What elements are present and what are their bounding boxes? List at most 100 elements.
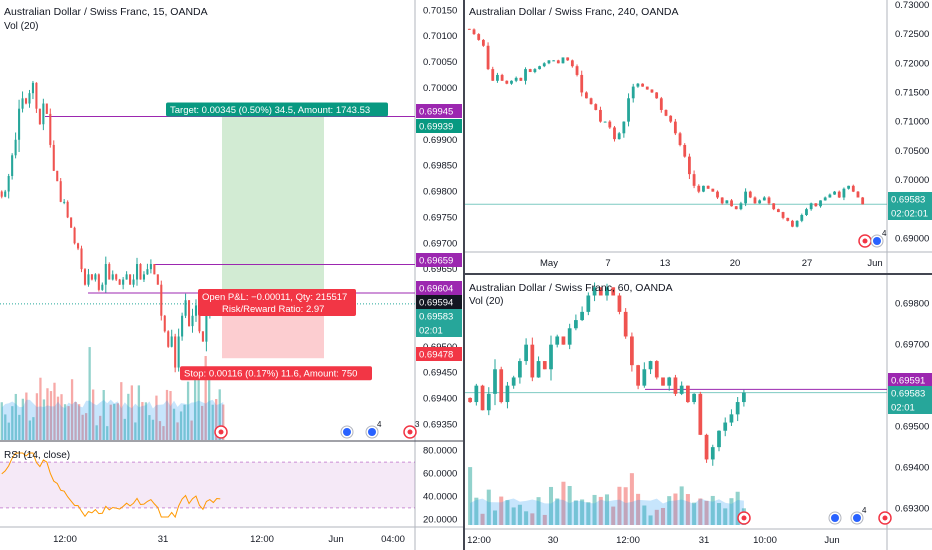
rt-candle xyxy=(795,220,799,227)
left-candle xyxy=(97,274,100,290)
horizontal-divider[interactable] xyxy=(465,273,932,275)
left-volume-bar xyxy=(53,382,56,440)
rb-flag-nz-count: 4 xyxy=(862,506,867,515)
left-candle xyxy=(90,274,93,280)
rt-candle xyxy=(706,185,710,189)
left-volume-bar xyxy=(88,347,91,440)
left-candle xyxy=(11,155,14,176)
rb-candle xyxy=(536,361,541,378)
rt-candle xyxy=(748,191,752,198)
chart-15m-canvas[interactable]: 0.701500.701000.700500.700000.699500.699… xyxy=(0,0,463,550)
price-tick: 0.70100 xyxy=(423,31,457,42)
rb-candle xyxy=(542,361,547,370)
rsi-band xyxy=(0,462,415,508)
vertical-divider[interactable] xyxy=(463,0,465,550)
rb-volume-bar xyxy=(698,498,703,525)
rb-candle xyxy=(710,447,715,460)
left-volume-bar xyxy=(49,391,53,440)
rt-candle xyxy=(584,92,588,99)
left-volume-bar xyxy=(35,393,39,440)
left-candle xyxy=(101,284,104,290)
rb-volume-bar xyxy=(716,503,722,525)
left-volume-bar xyxy=(116,403,119,440)
left-candle xyxy=(24,98,28,104)
rt-candle xyxy=(744,191,748,204)
price-tag: 0.69594 xyxy=(419,298,453,309)
chart-4h-canvas[interactable]: 0.73000 0.72500 0.72000 0.71500 0.71000 0.705… xyxy=(465,0,932,273)
left-volume-bar xyxy=(46,388,49,440)
rt-candle xyxy=(650,89,654,93)
rb-candle xyxy=(486,393,491,411)
price-tick: 0.69700 xyxy=(423,238,457,249)
volume-indicator-label[interactable]: Vol (20) xyxy=(4,21,39,32)
price-tick: 0.69400 xyxy=(423,394,457,405)
price-tick: 0.72000 xyxy=(895,58,929,69)
rt-candle xyxy=(786,217,790,221)
target-zone[interactable] xyxy=(222,116,324,293)
price-tick: 0.70050 xyxy=(423,57,457,68)
left-candle xyxy=(59,181,62,202)
left-volume-bar xyxy=(7,422,10,440)
rt-flag-count: 4 xyxy=(882,229,887,238)
price-tag-bg xyxy=(888,386,932,400)
rb-candle xyxy=(493,369,497,394)
left-volume-bar xyxy=(169,391,172,440)
left-volume-bar xyxy=(4,414,7,440)
left-volume-bar xyxy=(21,398,24,440)
left-volume-bar xyxy=(183,404,186,440)
chart-1h-canvas[interactable]: 0.698000.697000.696000.695000.694000.693… xyxy=(465,275,932,550)
left-volume-bar xyxy=(208,377,211,440)
left-volume-bar xyxy=(0,402,3,440)
rt-candle xyxy=(486,45,490,70)
rb-candle xyxy=(468,397,472,403)
left-candle xyxy=(7,176,10,192)
time-tick: 7 xyxy=(605,258,610,269)
volume-indicator-label-1h[interactable]: Vol (20) xyxy=(469,296,504,307)
rt-candle xyxy=(481,39,485,46)
rt-candle xyxy=(692,174,696,186)
left-volume-bar xyxy=(81,414,84,440)
rb-volume-bar xyxy=(623,487,628,525)
price-tag-bg xyxy=(416,309,462,323)
left-volume-bar xyxy=(14,393,17,440)
price-tick: 0.69300 xyxy=(895,504,929,515)
time-tick: 10:00 xyxy=(753,535,777,546)
left-volume-bar xyxy=(32,417,35,440)
left-volume-bar xyxy=(134,422,137,440)
rb-candle xyxy=(592,287,597,296)
price-tick: 0.70000 xyxy=(423,83,457,94)
rb-volume-bar xyxy=(723,508,728,525)
price-tag-bg xyxy=(888,373,932,387)
rb-candle xyxy=(499,369,504,403)
price-tick: 0.69700 xyxy=(895,340,929,351)
left-candle xyxy=(198,305,201,332)
rt-candle xyxy=(491,69,495,81)
rt-candle xyxy=(800,214,804,221)
rt-candle xyxy=(519,77,523,81)
rb-volume-bar xyxy=(617,486,622,525)
rb-candle xyxy=(611,287,616,296)
rt-candle xyxy=(561,57,565,64)
left-volume-bar xyxy=(201,405,204,440)
left-candle xyxy=(14,139,17,156)
rt-candle xyxy=(514,77,518,81)
chart-pane-4h[interactable]: 0.73000 0.72500 0.72000 0.71500 0.71000 0.705… xyxy=(465,0,932,273)
rsi-indicator-label[interactable]: RSI (14, close) xyxy=(4,450,71,461)
rt-candle xyxy=(631,86,635,99)
left-volume-bar xyxy=(84,413,88,440)
price-tick: 0.69900 xyxy=(423,135,457,146)
left-volume-bar xyxy=(218,389,221,440)
rt-candle xyxy=(767,197,771,204)
left-candle xyxy=(108,264,111,280)
rb-volume-bar xyxy=(673,493,678,525)
left-volume-bar xyxy=(222,404,225,440)
rt-candle xyxy=(847,185,851,189)
rb-volume-bar xyxy=(648,515,653,525)
rt-candle xyxy=(678,133,682,145)
rb-volume-bar xyxy=(517,504,522,525)
rt-candle xyxy=(776,209,780,213)
chart-pane-1h[interactable]: 0.698000.697000.696000.695000.694000.693… xyxy=(465,275,932,550)
rb-candle xyxy=(704,434,709,460)
left-volume-bar xyxy=(63,404,67,440)
chart-pane-15m[interactable]: 0.701500.701000.700500.700000.699500.699… xyxy=(0,0,463,550)
